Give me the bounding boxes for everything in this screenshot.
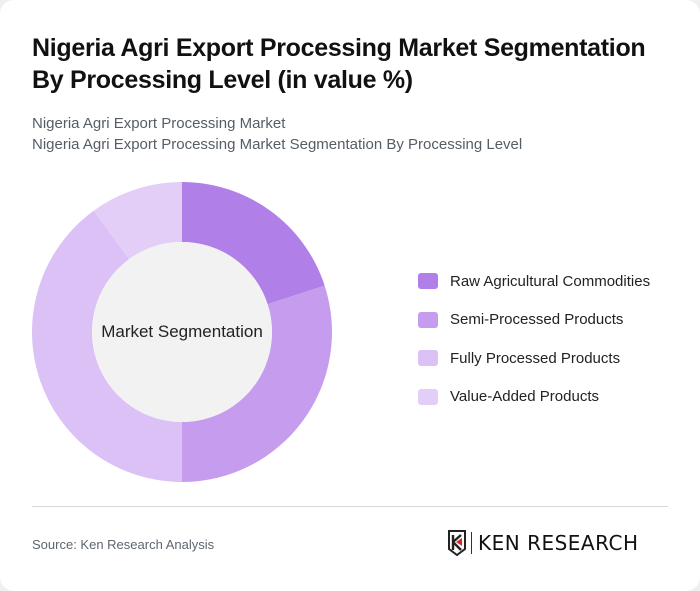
- logo-text: KEN RESEARCH: [478, 531, 639, 555]
- footer-divider: [32, 506, 668, 507]
- logo-separator: [471, 532, 472, 554]
- donut-center-disk: [92, 242, 272, 422]
- legend-swatch: [418, 273, 438, 290]
- donut-slice-semi-processed-products[interactable]: [182, 285, 332, 482]
- legend-item-value-added[interactable]: Value-Added Products: [418, 378, 650, 417]
- chart-legend: Raw Agricultural Commodities Semi-Proces…: [418, 262, 650, 416]
- legend-label: Semi-Processed Products: [450, 311, 624, 329]
- subtitle-line-2: Nigeria Agri Export Processing Market Se…: [32, 136, 523, 153]
- legend-swatch: [418, 311, 438, 328]
- legend-label: Value-Added Products: [450, 388, 599, 406]
- donut-slice-raw-agricultural-commodities[interactable]: [182, 182, 325, 305]
- legend-label: Raw Agricultural Commodities: [450, 272, 651, 290]
- legend-item-raw[interactable]: Raw Agricultural Commodities: [418, 262, 650, 301]
- ken-research-logo[interactable]: KEN RESEARCH: [447, 530, 639, 556]
- donut-slice-fully-processed-products[interactable]: [32, 210, 182, 482]
- legend-label: Fully Processed Products: [450, 349, 621, 367]
- legend-swatch: [418, 388, 438, 405]
- donut-chart: [32, 182, 332, 482]
- source-note: Source: Ken Research Analysis: [32, 537, 215, 552]
- subtitle-line-1: Nigeria Agri Export Processing Market: [32, 115, 286, 132]
- chart-subtitle: Nigeria Agri Export Processing Market Ni…: [32, 113, 672, 155]
- ken-research-k-shield-icon: [448, 530, 466, 556]
- legend-item-fully-processed[interactable]: Fully Processed Products: [418, 339, 650, 378]
- chart-title: Nigeria Agri Export Processing Market Se…: [32, 34, 646, 94]
- legend-swatch: [418, 350, 438, 367]
- donut-slice-value-added-products[interactable]: [93, 182, 182, 260]
- legend-item-semi-processed[interactable]: Semi-Processed Products: [418, 301, 650, 340]
